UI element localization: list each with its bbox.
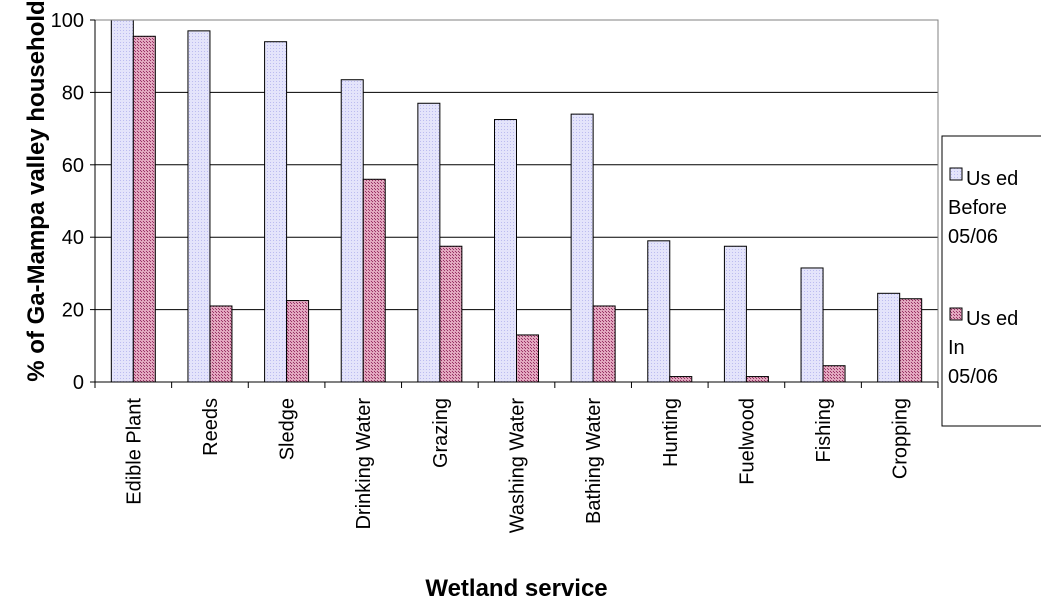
bar-used-before bbox=[647, 240, 671, 383]
legend-label: 05/06 bbox=[948, 226, 998, 248]
axes bbox=[90, 19, 939, 388]
x-tick-labels: Edible Plant Reeds Sledge Drinking Water Gra… bbox=[123, 398, 911, 534]
legend-label: Before bbox=[948, 197, 1007, 219]
x-tick-label: Bathing Water bbox=[583, 398, 605, 524]
bar-used-before bbox=[494, 119, 517, 383]
legend-label: 05/06 bbox=[948, 366, 998, 388]
bar-used-in bbox=[669, 376, 693, 383]
legend-label: In bbox=[948, 337, 965, 359]
y-tick-label: 80 bbox=[62, 82, 84, 104]
bar-used-before bbox=[800, 267, 824, 383]
bar-used-in bbox=[362, 178, 386, 383]
x-tick-label: Grazing bbox=[430, 398, 452, 468]
bar-used-before bbox=[723, 245, 747, 383]
x-tick-label: Hunting bbox=[660, 398, 682, 467]
bar-used-in bbox=[745, 376, 769, 383]
x-tick-label: Drinking Water bbox=[353, 398, 375, 530]
bar-used-before bbox=[110, 19, 134, 383]
y-tick-label: 20 bbox=[62, 300, 84, 322]
y-tick-labels: 0 20 40 60 80 100 bbox=[51, 10, 84, 394]
legend-swatch bbox=[949, 307, 963, 321]
y-tick-label: 0 bbox=[73, 372, 84, 394]
x-tick-label: Washing Water bbox=[507, 398, 529, 534]
bar-used-before bbox=[417, 102, 441, 383]
x-tick-label: Fishing bbox=[813, 398, 835, 462]
legend-label: Us ed bbox=[966, 168, 1018, 190]
bar-used-before bbox=[264, 41, 288, 383]
x-tick-label: Fuelwood bbox=[736, 398, 758, 485]
y-axis-title: % of Ga-Mampa valley household bbox=[23, 0, 50, 381]
legend-label: Us ed bbox=[966, 308, 1018, 330]
bar-used-before bbox=[340, 79, 364, 383]
bar-used-in bbox=[899, 298, 923, 383]
bar-used-in bbox=[132, 35, 156, 383]
bar-used-in bbox=[516, 334, 539, 383]
x-axis-title: Wetland service bbox=[425, 575, 607, 602]
bar-used-in bbox=[822, 365, 846, 383]
bar-used-before bbox=[877, 292, 901, 383]
bar-used-in bbox=[286, 300, 310, 383]
legend-swatch bbox=[949, 167, 963, 181]
legend-box bbox=[941, 135, 1041, 427]
y-tick-label: 60 bbox=[62, 155, 84, 177]
y-tick-label: 40 bbox=[62, 227, 84, 249]
x-tick-label: Sledge bbox=[277, 398, 299, 460]
bar-used-before bbox=[570, 113, 594, 383]
bar-used-in bbox=[439, 245, 463, 383]
bars bbox=[110, 19, 923, 383]
x-tick-label: Reeds bbox=[200, 398, 222, 456]
x-tick-label: Edible Plant bbox=[123, 398, 145, 505]
x-tick-label: Cropping bbox=[890, 398, 912, 479]
bar-used-in bbox=[592, 305, 616, 383]
bar-used-before bbox=[187, 30, 211, 383]
y-tick-label: 100 bbox=[51, 10, 84, 32]
bar-used-in bbox=[209, 305, 233, 383]
